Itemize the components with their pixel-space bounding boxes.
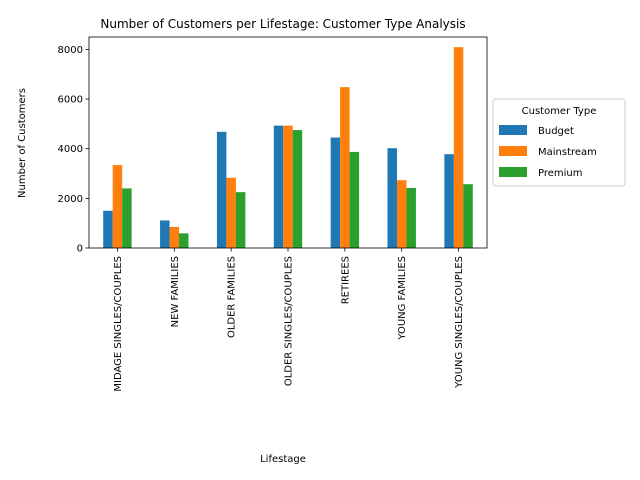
plot-area: 0 2000 4000 6000 8000 MIDAGE SINGLES/COUPLES N… — [58, 36, 488, 392]
legend-label-premium: Premium — [538, 168, 583, 179]
y-tick-label-1: 2000 — [58, 194, 83, 205]
legend-label-budget: Budget — [538, 126, 574, 137]
bar-budget-0 — [103, 210, 113, 248]
bar-premium-3 — [292, 130, 303, 248]
bar-budget-6 — [444, 154, 454, 248]
bar-budget-4 — [330, 137, 341, 248]
bar-premium-4 — [349, 151, 360, 248]
bar-budget-3 — [273, 125, 284, 248]
x-tick-label-3: OLDER SINGLES/COUPLES — [284, 256, 295, 386]
bar-premium-1 — [179, 233, 189, 248]
y-tick-label-4: 8000 — [58, 45, 83, 56]
chart-title: Number of Customers per Lifestage: Custo… — [100, 17, 465, 31]
y-tick-label-0: 0 — [77, 244, 83, 255]
x-tick-label-5: YOUNG FAMILIES — [397, 256, 408, 341]
bar-mainstream-0 — [112, 165, 123, 248]
x-tick-label-6: YOUNG SINGLES/COUPLES — [454, 256, 465, 389]
bar-premium-2 — [235, 192, 246, 248]
legend-box — [492, 98, 626, 187]
bar-budget-1 — [160, 220, 170, 248]
legend-swatch-mainstream — [499, 146, 527, 156]
x-tick-label-4: RETIREES — [340, 256, 351, 304]
x-tick-label-2: OLDER FAMILIES — [227, 256, 238, 338]
x-tick-label-0: MIDAGE SINGLES/COUPLES — [113, 256, 124, 392]
y-axis-label: Number of Customers — [17, 88, 28, 198]
legend-label-mainstream: Mainstream — [538, 147, 597, 158]
bar-mainstream-6 — [453, 47, 464, 249]
y-tick-label-3: 6000 — [58, 95, 83, 106]
bar-budget-2 — [216, 131, 227, 248]
x-axis-label: Lifestage — [260, 454, 306, 465]
y-tick-label-2: 4000 — [58, 144, 83, 155]
bar-budget-5 — [387, 148, 397, 248]
bar-mainstream-2 — [226, 177, 236, 248]
legend-swatch-budget — [499, 125, 527, 135]
legend-title: Customer Type — [522, 106, 597, 117]
bar-mainstream-3 — [283, 125, 293, 248]
legend: Customer Type Budget Mainstream Premium — [492, 98, 626, 187]
bar-mainstream-4 — [340, 87, 350, 248]
bar-mainstream-1 — [169, 226, 180, 248]
bar-mainstream-5 — [396, 180, 407, 248]
legend-swatch-premium — [499, 167, 527, 177]
bar-premium-0 — [122, 188, 132, 248]
bar-premium-5 — [406, 187, 416, 248]
x-tick-label-1: NEW FAMILIES — [170, 256, 181, 327]
bar-premium-6 — [463, 184, 473, 248]
